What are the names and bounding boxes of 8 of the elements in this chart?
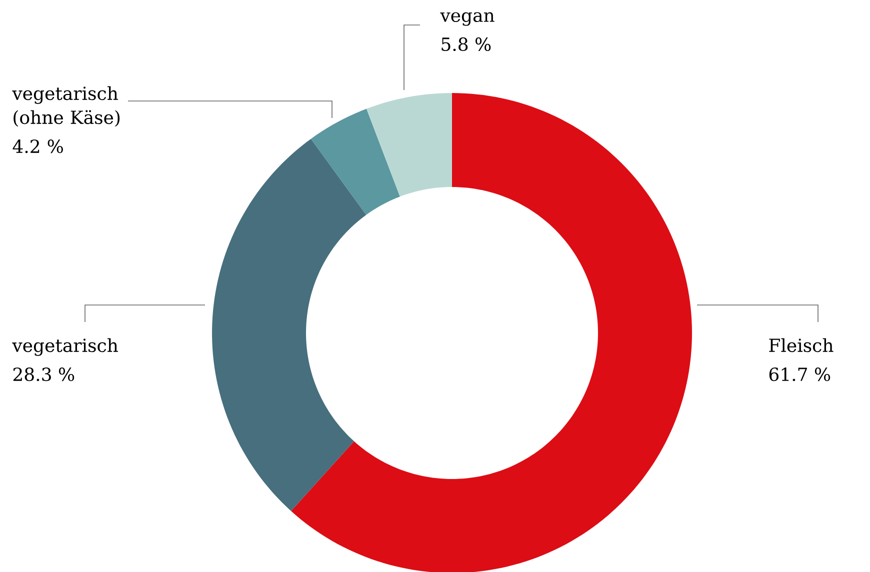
data-label: 4.2 % <box>12 140 63 154</box>
slice-label: vegetarisch (ohne Käse) <box>12 86 120 127</box>
slice-label: Fleisch <box>769 338 834 352</box>
data-label: 5.8 % <box>442 37 491 52</box>
slice-label: vegetarisch <box>12 338 118 356</box>
slice-label: vegan <box>440 12 494 26</box>
data-label: 61.7 % <box>769 368 830 382</box>
data-label: 28.3 % <box>13 368 74 382</box>
